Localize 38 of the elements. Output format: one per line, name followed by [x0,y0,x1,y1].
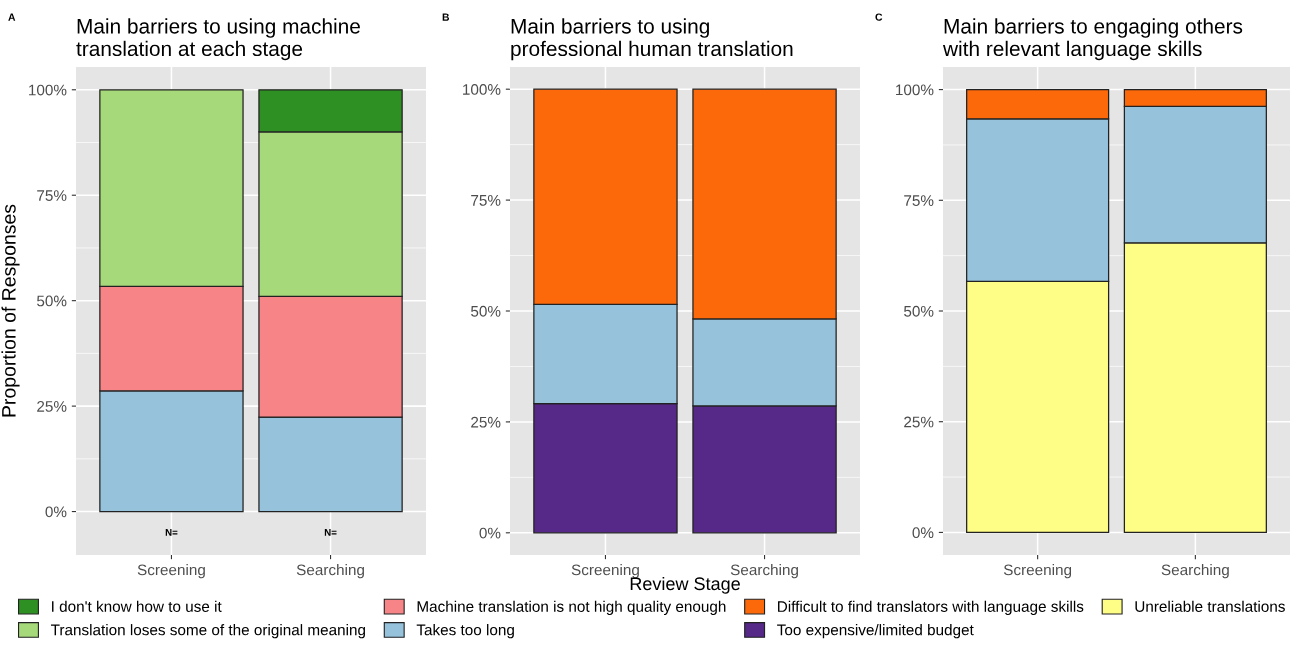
text: B [442,13,450,21]
chart-title: Main barriers to using professional human translation [511,18,793,61]
annotation: N= [165,529,178,536]
y-tick-label: 75% [37,190,67,201]
y-tick-label: 25% [904,416,934,428]
x-tick-label: Searching [730,564,798,579]
y-tick-label: 50% [471,305,501,317]
x-tick-label: Screening [137,564,205,579]
legend-label: I don't know how to use it [52,600,222,612]
y-tick-label: 50% [37,295,67,307]
y-tick-label: 100% [29,84,67,96]
legend-label: Difficult to find translators with language skills [778,600,1084,615]
legend-label: Translation loses some of the original meaning [50,624,365,639]
y-tick-label: 100% [896,84,934,96]
y-tick-label: 25% [471,416,501,428]
x-tick-label: Screening [571,564,639,579]
text: C [875,13,883,21]
x-tick-label: Screening [1003,564,1072,579]
x-tick-label: Searching [1161,564,1229,579]
legend-label: Takes too long [416,624,514,639]
legend-label: Too expensive/limited budget [777,624,974,639]
y-tick-label: 0% [479,527,501,539]
legend-label: Unreliable translations [1135,600,1285,612]
y-axis-title: Proportion of Responses [1,204,20,417]
y-tick-label: 100% [463,84,501,95]
y-tick-label: 75% [471,195,501,206]
y-tick-label: 25% [37,400,67,412]
y-tick-label: 75% [904,195,934,206]
annotation: N= [324,529,337,536]
y-tick-label: 0% [45,506,67,518]
text: A [8,13,16,21]
legend-label: Machine translation is not high quality enough [417,600,726,615]
chart-title: Main barriers to engaging others with relevant language skills [942,18,1243,61]
y-tick-label: 50% [904,305,934,317]
x-tick-label: Searching [296,564,364,579]
chart-title: Main barriers to using machine translation at each stage [76,18,360,61]
x-axis-title: Review Stage [630,576,740,594]
y-tick-label: 0% [912,527,934,539]
